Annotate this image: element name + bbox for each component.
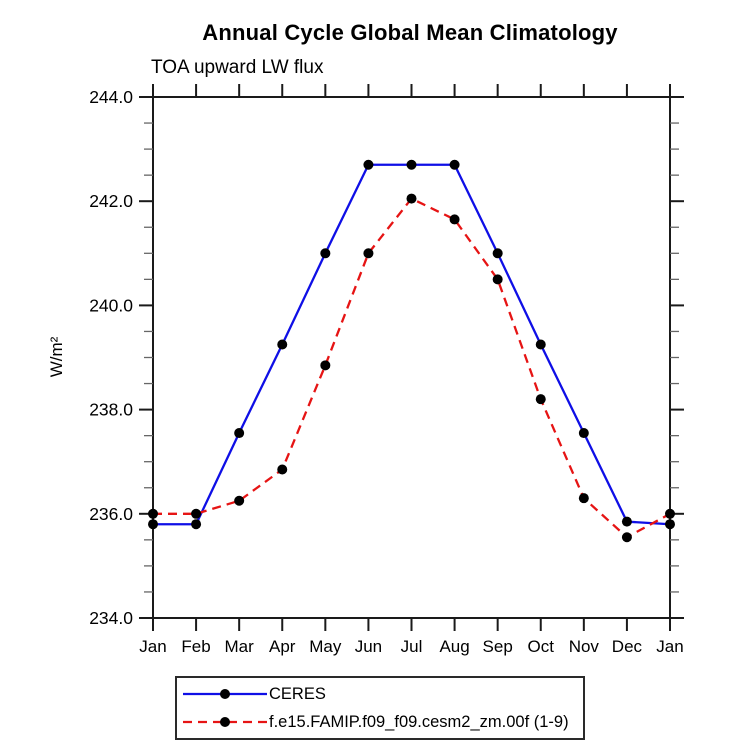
- x-tick-label: Aug: [439, 637, 469, 656]
- legend-item-ceres: CERES: [181, 680, 579, 708]
- y-tick-label: 240.0: [89, 295, 133, 315]
- data-point: [492, 248, 503, 259]
- data-point: [449, 159, 460, 170]
- y-minor-ticks: [144, 122, 679, 593]
- series-line-model: [153, 197, 671, 539]
- data-point: [449, 214, 460, 225]
- data-point: [320, 248, 331, 259]
- data-point: [535, 339, 546, 350]
- data-point: [277, 339, 288, 350]
- y-tick-label: 236.0: [89, 504, 133, 524]
- data-point: [535, 394, 546, 405]
- data-point: [578, 428, 589, 439]
- data-point: [406, 193, 417, 204]
- legend: CERES f.e15.FAMIP.f09_f09.cesm2_zm.00f (…: [175, 676, 585, 740]
- data-point: [363, 159, 374, 170]
- data-point: [148, 508, 158, 519]
- data-point: [406, 159, 417, 170]
- x-tick-label: Nov: [569, 637, 600, 656]
- data-point: [363, 248, 374, 259]
- data-point: [191, 519, 202, 530]
- x-ticks: [152, 84, 671, 631]
- chart-title: Annual Cycle Global Mean Climatology: [202, 20, 618, 45]
- y-tick-label: 242.0: [89, 191, 133, 211]
- data-point: [665, 519, 675, 530]
- x-tick-label: Jan: [139, 637, 166, 656]
- data-point: [665, 508, 675, 519]
- data-point: [191, 508, 202, 519]
- data-point: [148, 519, 158, 530]
- x-tick-label: Jul: [401, 637, 423, 656]
- x-tick-label: Jun: [355, 637, 382, 656]
- legend-label-ceres: CERES: [269, 684, 326, 703]
- y-tick-label: 238.0: [89, 400, 133, 420]
- x-tick-label: Oct: [528, 637, 555, 656]
- data-point: [320, 360, 331, 371]
- x-tick-label: Mar: [225, 637, 255, 656]
- legend-sample-marker: [220, 717, 230, 727]
- series-line-ceres: [153, 163, 671, 526]
- data-point: [234, 495, 245, 506]
- y-axis-label: W/m²: [47, 336, 66, 377]
- y-major-ticks: [139, 96, 684, 619]
- x-tick-label: Feb: [181, 637, 210, 656]
- data-point: [492, 274, 503, 285]
- chart-subtitle: TOA upward LW flux: [151, 57, 324, 78]
- y-tick-label: 244.0: [89, 87, 133, 107]
- x-tick-label: Dec: [612, 637, 643, 656]
- data-point: [621, 532, 632, 543]
- data-point: [277, 464, 288, 475]
- legend-item-model: f.e15.FAMIP.f09_f09.cesm2_zm.00f (1-9): [181, 708, 579, 736]
- x-tick-label: May: [309, 637, 342, 656]
- legend-line-sample-ceres: [183, 689, 267, 699]
- plot-frame: [152, 96, 671, 619]
- x-tick-label: Sep: [483, 637, 513, 656]
- data-point: [234, 428, 245, 439]
- x-tick-label: Jan: [656, 637, 683, 656]
- y-tick-label: 234.0: [89, 608, 133, 628]
- data-point: [621, 516, 632, 527]
- legend-sample-marker: [220, 689, 230, 699]
- x-tick-label: Apr: [269, 637, 296, 656]
- plot-area: W/m² Jan Feb Mar Apr May Jun Jul Aug Sep Oct Nov De…: [47, 84, 684, 656]
- legend-label-model: f.e15.FAMIP.f09_f09.cesm2_zm.00f (1-9): [269, 712, 569, 731]
- legend-line-sample-model: [183, 717, 267, 727]
- data-point: [578, 493, 589, 504]
